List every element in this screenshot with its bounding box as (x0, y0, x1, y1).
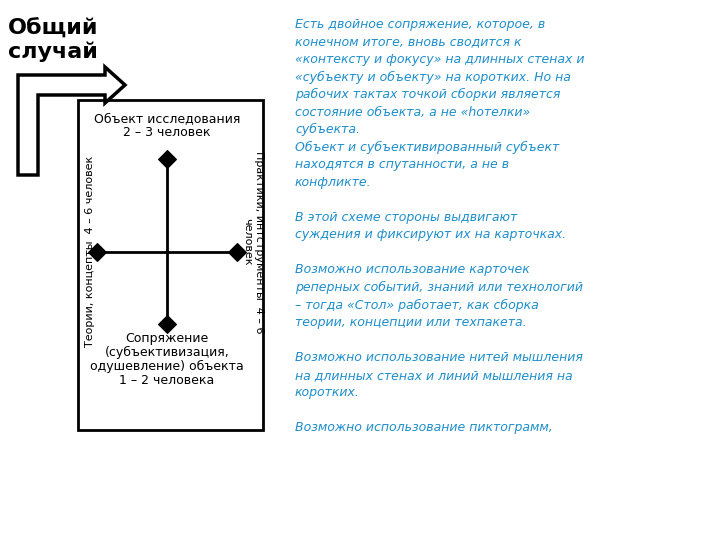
Text: 1 – 2 человека: 1 – 2 человека (120, 374, 215, 387)
Text: Общий: Общий (8, 18, 99, 38)
Bar (78, 100, 263, 430)
Text: Есть двойное сопряжение, которое, в
конечном итоге, вновь сводится к
«контексту : Есть двойное сопряжение, которое, в коне… (295, 18, 585, 434)
Point (161, 320, 173, 329)
Point (161, 155, 173, 164)
Text: Объект исследования: Объект исследования (94, 112, 240, 125)
Text: случай: случай (8, 42, 98, 63)
Text: Теории, концепты  4 – 6 человек: Теории, концепты 4 – 6 человек (85, 156, 95, 347)
Point (231, 247, 243, 256)
Text: 2 – 3 человек: 2 – 3 человек (123, 126, 210, 139)
Text: Сопряжение: Сопряжение (125, 333, 208, 346)
Text: (субъективизация,: (субъективизация, (104, 346, 229, 360)
Polygon shape (18, 67, 125, 175)
Point (91, 247, 102, 256)
Text: Практики, интструменты  4 – 6
человек: Практики, интструменты 4 – 6 человек (242, 151, 264, 333)
Text: одушевление) объекта: одушевление) объекта (90, 360, 243, 374)
